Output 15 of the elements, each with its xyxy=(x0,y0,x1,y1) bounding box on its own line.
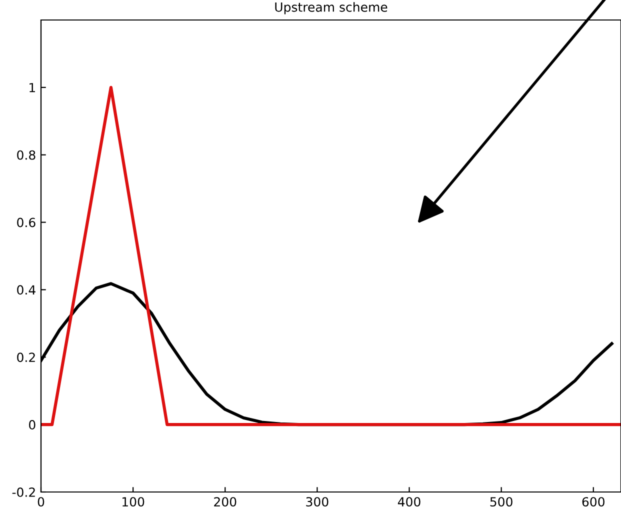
x-tick-label: 100 xyxy=(122,497,144,507)
y-tick-label: 0.4 xyxy=(17,285,36,295)
x-tick-label: 0 xyxy=(38,497,44,507)
y-tick-label: 0 xyxy=(29,420,36,430)
y-tick-label: 0.6 xyxy=(17,218,36,228)
y-tick-label: 0.8 xyxy=(17,150,36,160)
y-tick-label: 0.2 xyxy=(17,352,35,362)
x-tick-label: 300 xyxy=(306,497,328,507)
x-tick-label: 200 xyxy=(214,497,236,507)
chart-title: Upstream scheme xyxy=(275,2,388,14)
x-tick-label: 400 xyxy=(398,497,420,507)
y-tick-label: -0.2 xyxy=(12,487,35,497)
y-tick-label: 1 xyxy=(30,83,35,92)
x-tick-label: 600 xyxy=(582,497,604,507)
x-tick-label: 500 xyxy=(490,497,512,507)
